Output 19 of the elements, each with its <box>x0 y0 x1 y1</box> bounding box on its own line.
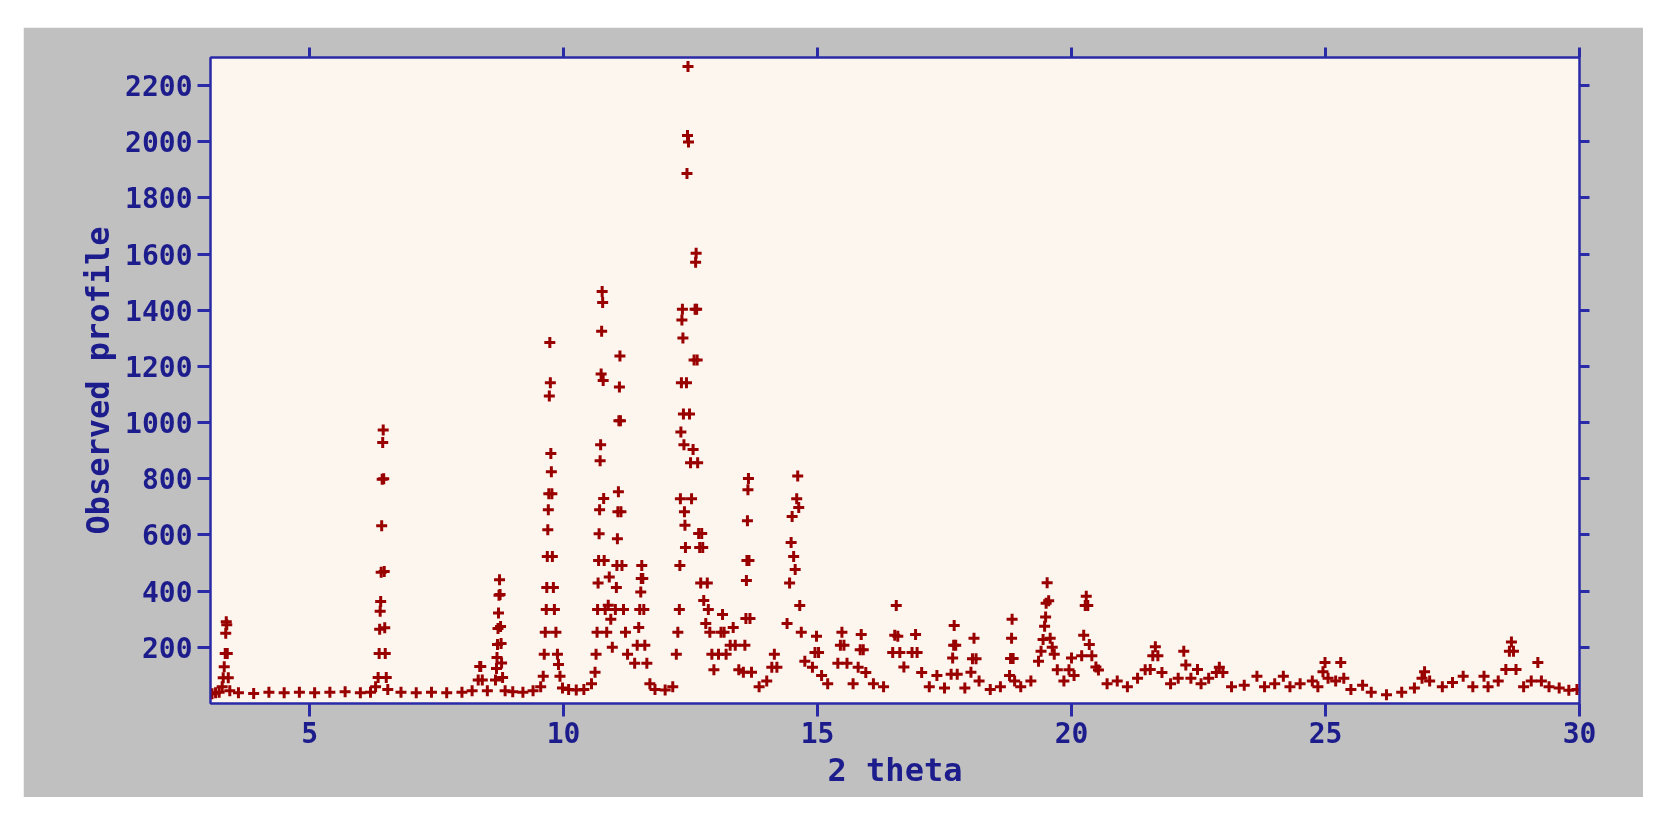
y-tick-label: 200 <box>141 631 193 665</box>
y-axis-title: Observed profile <box>79 226 118 535</box>
x-tick-label: 25 <box>1308 716 1343 750</box>
x-tick-label: 20 <box>1054 716 1089 750</box>
y-tick-label: 2000 <box>125 126 193 160</box>
y-tick-label: 1800 <box>125 182 193 216</box>
x-tick-label: 30 <box>1562 716 1597 750</box>
y-tick-label: 400 <box>141 575 193 609</box>
x-axis-title: 2 theta <box>827 750 963 789</box>
x-tick-label: 10 <box>546 716 581 750</box>
y-tick-label: 1600 <box>125 238 193 272</box>
x-tick-label: 15 <box>800 716 835 750</box>
y-tick-label: 800 <box>141 463 193 497</box>
y-tick-label: 600 <box>141 519 193 553</box>
x-tick-label: 5 <box>301 716 318 750</box>
y-tick-label: 1200 <box>125 350 193 384</box>
y-tick-label: 1400 <box>125 294 193 328</box>
y-tick-label: 2200 <box>125 70 193 104</box>
y-tick-label: 1000 <box>125 407 193 441</box>
